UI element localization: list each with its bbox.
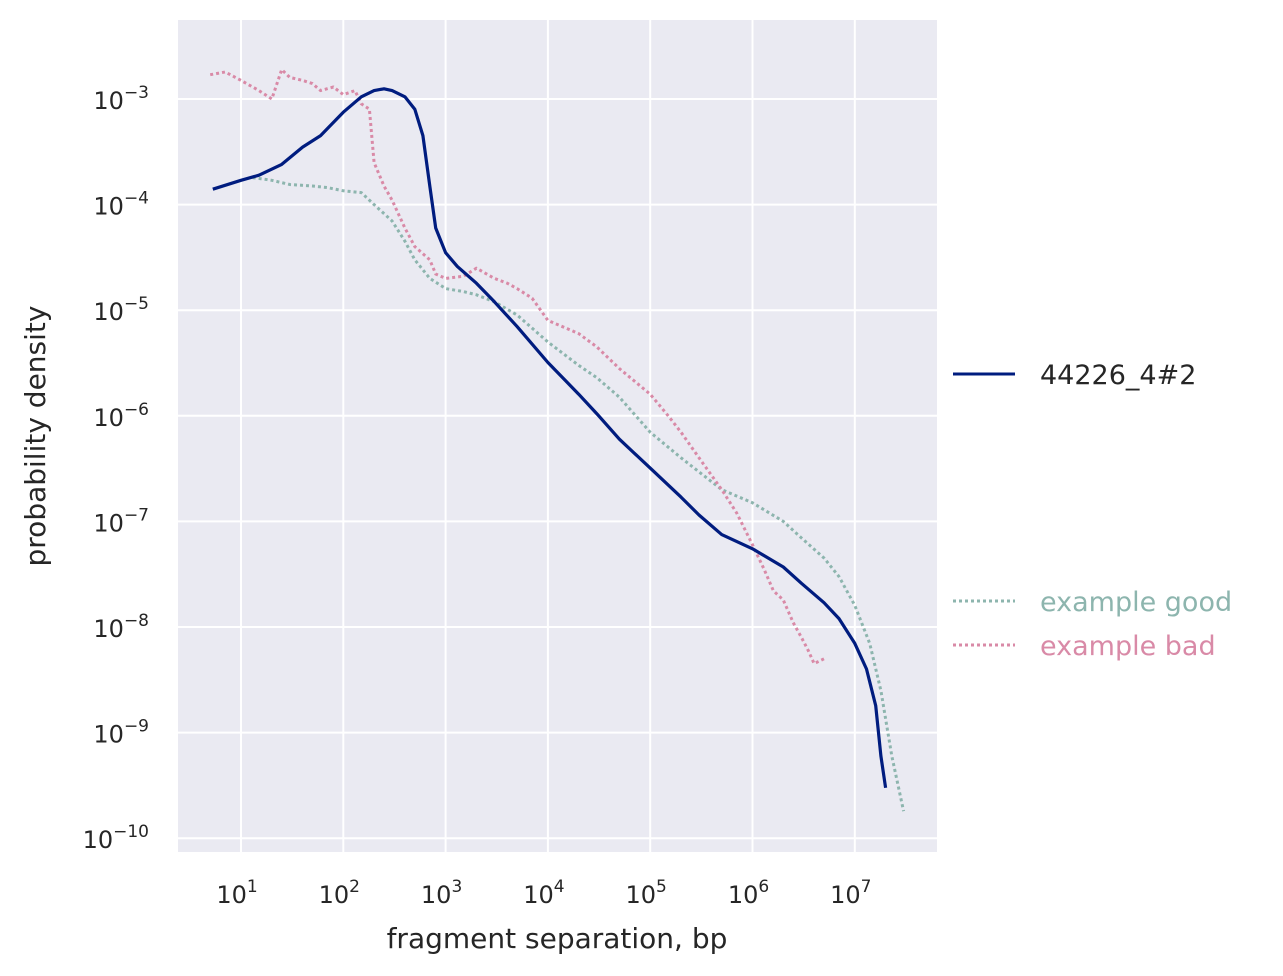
x-tick-label: 107: [830, 877, 871, 909]
x-axis-label: fragment separation, bp: [387, 922, 728, 955]
x-tick-label: 106: [728, 877, 769, 909]
y-tick-label: 10−4: [93, 189, 149, 221]
legend-label: 44226_4#2: [1040, 360, 1196, 391]
y-tick-label: 10−10: [83, 822, 149, 854]
x-tick-label: 103: [421, 877, 462, 909]
x-tick-label: 104: [523, 877, 564, 909]
y-tick-label: 10−5: [93, 294, 149, 326]
legend-label: example good: [1040, 587, 1232, 618]
y-axis-label: probability density: [19, 306, 52, 567]
y-tick-label: 10−8: [93, 611, 149, 643]
y-tick-label: 10−6: [93, 400, 149, 432]
legend-label: example bad: [1040, 631, 1216, 662]
x-tick-label: 101: [216, 877, 257, 909]
y-tick-label: 10−7: [93, 505, 149, 537]
series-layer: [209, 68, 906, 812]
y-tick-label: 10−3: [93, 83, 149, 115]
grid: [178, 20, 937, 852]
x-tick-label: 105: [626, 877, 667, 909]
series-line-example-good: [252, 176, 906, 812]
x-tick-label: 102: [319, 877, 360, 909]
y-tick-label: 10−9: [93, 717, 149, 749]
y-tick-labels: 10−3 10−4 10−5 10−6 10−7 10−8 10−9 10−10: [83, 83, 149, 854]
series-line-44226-4-2: [212, 87, 888, 789]
plot-background: [178, 20, 937, 852]
x-tick-labels: 101 102 103 104 105 106 107: [216, 877, 871, 909]
series-line-example-bad: [209, 68, 825, 666]
